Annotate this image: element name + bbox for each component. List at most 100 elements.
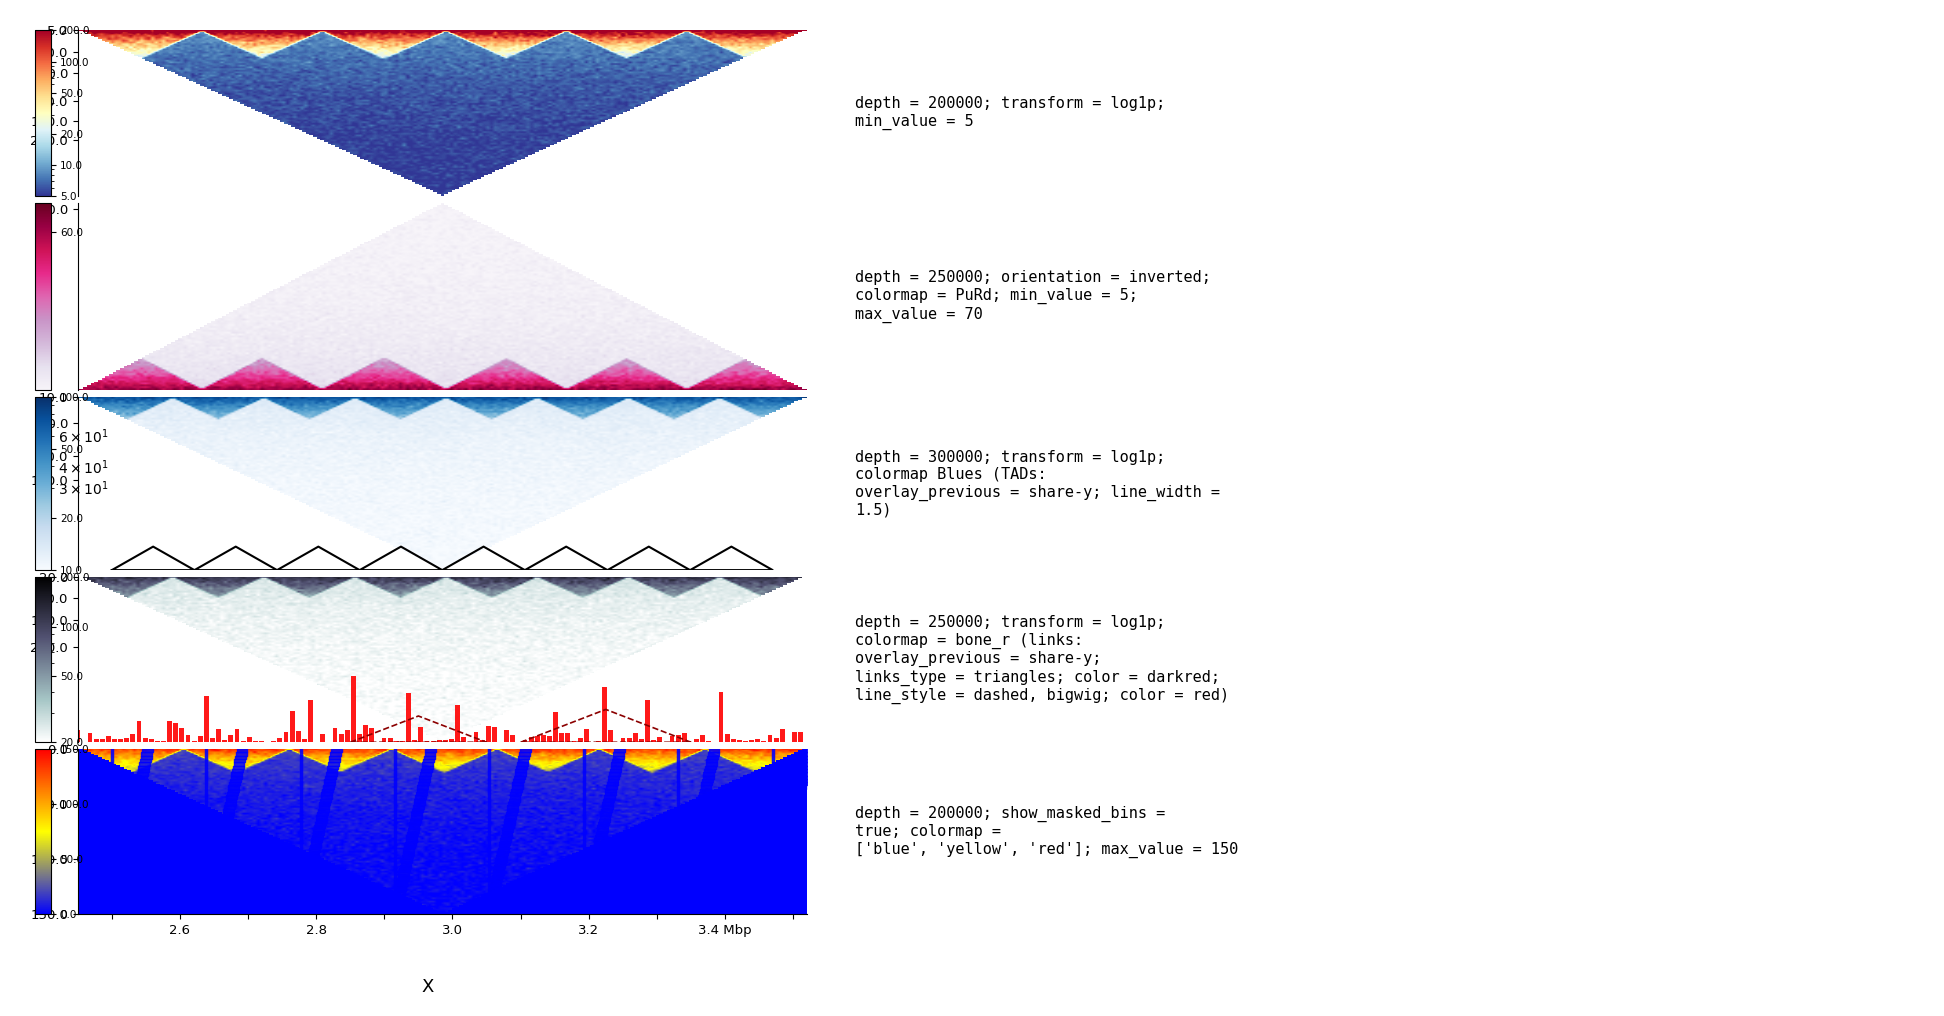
Bar [406,694,410,743]
Bar [583,728,589,743]
Bar [503,729,509,743]
Bar [272,741,276,743]
Bar [725,735,729,743]
Bar [756,740,760,743]
Bar [387,738,393,743]
Bar [290,711,295,743]
Bar [677,736,680,743]
Bar [130,735,136,743]
Bar [358,735,362,743]
Bar [492,726,498,743]
Text: depth = 250000; orientation = inverted;
colormap = PuRd; min_value = 5;
max_valu: depth = 250000; orientation = inverted; … [855,270,1211,323]
Bar [437,740,441,743]
Bar [774,738,778,743]
Bar [259,741,264,743]
Bar [657,737,663,743]
Bar [546,736,552,743]
Bar [608,729,612,743]
Text: X: X [422,977,434,996]
Bar [185,736,191,743]
Bar [124,738,128,743]
Bar [99,740,105,743]
Bar [222,741,227,743]
Bar [509,735,515,743]
Bar [332,728,338,743]
Bar [284,732,288,743]
Bar [173,723,179,743]
Bar [486,726,490,743]
Bar [321,734,325,743]
Bar [167,721,173,743]
Bar [352,676,356,743]
Bar [560,734,564,743]
Bar [107,736,111,743]
Bar [412,741,418,743]
Bar [603,687,607,743]
Bar [295,732,301,743]
Bar [179,728,185,743]
Text: depth = 250000; transform = log1p;
colormap = bone_r (links:
overlay_previous = : depth = 250000; transform = log1p; color… [855,615,1229,704]
Text: depth = 200000; show_masked_bins =
true; colormap =
['blue', 'yellow', 'red']; m: depth = 200000; show_masked_bins = true;… [855,806,1238,858]
Text: depth = 200000; transform = log1p;
min_value = 5: depth = 200000; transform = log1p; min_v… [855,97,1166,130]
Bar [449,739,453,743]
Bar [540,735,546,743]
Bar [645,700,649,743]
Bar [791,733,797,743]
Bar [93,740,99,743]
Bar [87,734,93,743]
Bar [338,734,344,743]
Bar [768,735,772,743]
Bar [216,728,222,743]
Bar [150,739,154,743]
Text: depth = 300000; transform = log1p;
colormap Blues (TADs:
overlay_previous = shar: depth = 300000; transform = log1p; color… [855,449,1221,518]
Bar [566,734,570,743]
Bar [301,739,307,743]
Bar [669,737,675,743]
Bar [620,738,626,743]
Bar [719,692,723,743]
Bar [706,741,712,743]
Bar [731,739,735,743]
Bar [119,739,122,743]
Bar [278,739,282,743]
Bar [455,705,461,743]
Bar [461,737,467,743]
Bar [743,741,748,743]
Bar [554,711,558,743]
Bar [780,729,785,743]
Bar [307,700,313,743]
Bar [344,731,350,743]
Bar [737,740,743,743]
Bar [634,733,638,743]
Bar [381,739,387,743]
Bar [198,736,202,743]
Bar [640,740,643,743]
Bar [443,740,447,743]
Bar [136,721,142,743]
Bar [694,740,700,743]
Bar [529,737,533,743]
Bar [113,739,117,743]
Bar [799,732,803,743]
Bar [480,741,484,743]
Bar [700,735,706,743]
Bar [424,741,430,743]
Bar [229,735,233,743]
Bar [577,738,583,743]
Bar [204,696,208,743]
Bar [247,737,251,743]
Bar [682,734,686,743]
Bar [241,742,245,743]
Bar [418,727,424,743]
Bar [535,737,540,743]
Bar [369,728,375,743]
Bar [364,724,367,743]
Bar [597,741,601,743]
Bar [626,738,632,743]
Bar [192,741,196,743]
Bar [253,741,259,743]
Bar [235,729,239,743]
Bar [142,739,148,743]
Bar [210,739,216,743]
Bar [76,731,80,743]
